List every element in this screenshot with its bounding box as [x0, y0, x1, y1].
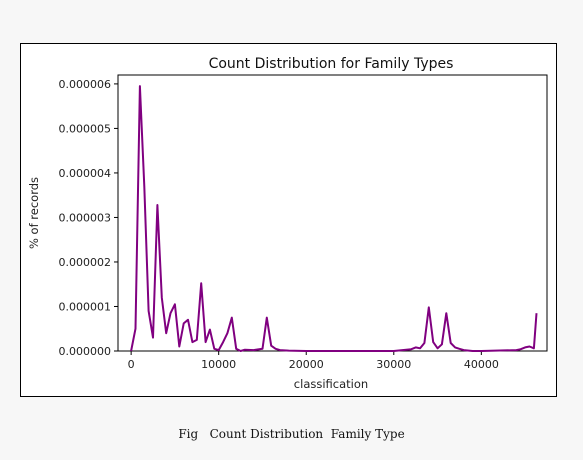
x-tick-label: 30000 — [376, 358, 411, 371]
x-axis-label: classification — [294, 377, 368, 391]
kde-chart: Count Distribution for Family Types 0 100… — [21, 44, 556, 396]
y-tick-label: 0.000004 — [59, 167, 112, 180]
y-tick-label: 0.000002 — [59, 256, 112, 269]
chart-title: Count Distribution for Family Types — [209, 56, 454, 72]
y-tick-label: 0.000005 — [59, 122, 112, 135]
x-tick-label: 20000 — [289, 358, 324, 371]
x-tick-label: 0 — [128, 358, 135, 371]
x-tick-label: 40000 — [464, 358, 499, 371]
figure-frame: Count Distribution for Family Types 0 100… — [20, 43, 557, 397]
figure-caption: Fig Count Distribution Family Type — [0, 427, 583, 441]
plot-area-frame — [118, 75, 547, 351]
y-axis-ticks: 0.000000 0.000001 0.000002 0.000003 0.000004… — [59, 78, 119, 358]
y-tick-label: 0.000006 — [59, 78, 112, 91]
y-tick-label: 0.000000 — [59, 345, 112, 358]
x-axis-ticks: 0 10000 20000 30000 40000 — [128, 351, 499, 371]
y-tick-label: 0.000001 — [59, 300, 112, 313]
series-line-density — [131, 86, 536, 351]
y-tick-label: 0.000003 — [59, 211, 112, 224]
y-axis-label: % of records — [27, 177, 41, 249]
x-tick-label: 10000 — [201, 358, 236, 371]
